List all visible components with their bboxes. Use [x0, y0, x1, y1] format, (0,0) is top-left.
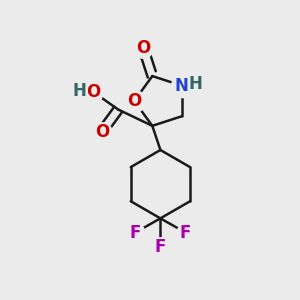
Text: N: N [175, 76, 188, 94]
Text: O: O [127, 92, 141, 110]
Text: O: O [86, 83, 100, 101]
Text: H: H [188, 75, 202, 93]
Text: H: H [73, 82, 86, 100]
Text: F: F [180, 224, 191, 242]
Text: F: F [130, 224, 141, 242]
Text: F: F [155, 238, 166, 256]
Text: O: O [136, 39, 150, 57]
Text: O: O [95, 123, 109, 141]
